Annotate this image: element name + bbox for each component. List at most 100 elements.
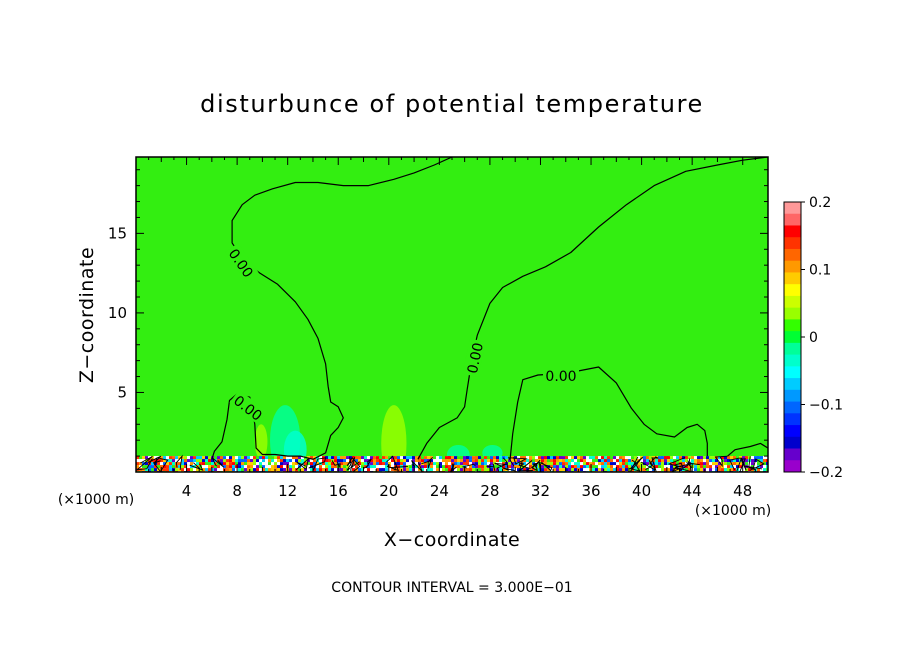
surface-noise-cell — [220, 456, 224, 460]
surface-noise-cell — [571, 456, 577, 460]
surface-noise-cell — [499, 468, 504, 472]
surface-noise-cell — [163, 468, 169, 472]
surface-noise-cell — [748, 462, 753, 466]
x-unit-left: (×1000 m) — [58, 492, 134, 508]
surface-noise-cell — [160, 462, 166, 466]
surface-noise-cell — [277, 468, 281, 472]
colorbar-tick-label: 0 — [809, 330, 818, 346]
surface-noise-cell — [493, 456, 498, 460]
surface-noise-cell — [259, 456, 264, 460]
surface-noise-cell — [352, 465, 357, 469]
surface-noise-cell — [577, 465, 581, 469]
surface-noise-cell — [145, 459, 149, 463]
surface-noise-cell — [301, 462, 307, 466]
surface-noise-cell — [343, 465, 347, 469]
surface-noise-cell — [616, 465, 620, 469]
surface-noise-cell — [301, 468, 305, 472]
colorbar-swatch — [784, 260, 801, 273]
surface-noise-cell — [658, 465, 664, 469]
surface-noise-cell — [520, 468, 524, 472]
surface-noise-cell — [763, 462, 768, 466]
surface-noise-cell — [466, 459, 470, 463]
surface-noise-cell — [331, 465, 336, 469]
surface-noise-cell — [244, 465, 250, 469]
surface-noise-cell — [205, 462, 210, 466]
surface-noise-cell — [214, 465, 219, 469]
colorbar-tick-label: −0.1 — [809, 398, 843, 414]
surface-noise-cell — [439, 468, 445, 472]
surface-noise-cell — [628, 468, 633, 472]
surface-noise-cell — [532, 468, 536, 472]
surface-noise-cell — [571, 459, 576, 463]
surface-noise-cell — [424, 465, 429, 469]
surface-noise-cell — [382, 462, 388, 466]
surface-noise-cell — [694, 465, 698, 469]
surface-noise-cell — [361, 462, 367, 466]
surface-noise-cell — [439, 456, 445, 460]
surface-noise-cell — [298, 468, 302, 472]
surface-noise-cell — [718, 459, 722, 463]
surface-noise-cell — [733, 465, 739, 469]
surface-noise-cell — [331, 462, 335, 466]
surface-noise-cell — [592, 468, 597, 472]
surface-noise-cell — [658, 456, 664, 460]
surface-noise-cell — [547, 459, 551, 463]
surface-noise-cell — [214, 462, 220, 466]
surface-noise-cell — [589, 459, 595, 463]
surface-noise-cell — [622, 465, 627, 469]
surface-noise-cell — [313, 462, 317, 466]
surface-noise-cell — [265, 459, 269, 463]
colorbar-swatch — [784, 319, 801, 332]
surface-noise-cell — [310, 456, 316, 460]
surface-noise-cell — [535, 465, 540, 469]
surface-noise-cell — [517, 468, 522, 472]
surface-noise-cell — [559, 456, 563, 460]
surface-noise-cell — [235, 468, 241, 472]
x-tick-label: 32 — [531, 482, 550, 500]
surface-noise-cell — [358, 468, 362, 472]
surface-noise-cell — [685, 459, 690, 463]
surface-noise-cell — [187, 456, 191, 460]
surface-noise-cell — [565, 462, 569, 466]
surface-noise-cell — [739, 462, 745, 466]
surface-noise-cell — [685, 468, 691, 472]
surface-noise-cell — [409, 459, 413, 463]
surface-noise-cell — [481, 462, 486, 466]
surface-noise-cell — [172, 465, 176, 469]
surface-noise-cell — [487, 456, 492, 460]
surface-noise-cell — [718, 456, 722, 460]
surface-noise-cell — [745, 459, 750, 463]
surface-noise-cell — [466, 462, 470, 466]
surface-noise-cell — [418, 459, 422, 463]
surface-noise-cell — [268, 459, 273, 463]
surface-noise-cell — [154, 468, 160, 472]
surface-noise-cell — [712, 456, 718, 460]
surface-noise-cell — [316, 465, 321, 469]
surface-noise-cell — [526, 468, 532, 472]
surface-noise-cell — [139, 462, 145, 466]
surface-noise-cell — [163, 459, 169, 463]
surface-noise-cell — [325, 465, 329, 469]
surface-noise-cell — [583, 468, 589, 472]
surface-noise-cell — [694, 459, 699, 463]
surface-noise-cell — [211, 465, 217, 469]
surface-noise-cell — [394, 459, 400, 463]
surface-noise-cell — [739, 465, 744, 469]
surface-noise-cell — [241, 459, 246, 463]
surface-noise-cell — [403, 468, 409, 472]
surface-noise-cell — [556, 456, 562, 460]
surface-noise-cell — [613, 456, 617, 460]
surface-noise-cell — [691, 468, 697, 472]
surface-noise-cell — [379, 468, 383, 472]
surface-noise-cell — [463, 456, 469, 460]
x-tick-label: 16 — [329, 482, 348, 500]
surface-noise-cell — [700, 465, 704, 469]
plot-background — [136, 157, 768, 472]
surface-noise-cell — [199, 465, 205, 469]
surface-noise-cell — [625, 465, 629, 469]
surface-noise-cell — [208, 459, 214, 463]
surface-noise-cell — [250, 459, 255, 463]
surface-noise-cell — [199, 456, 205, 460]
surface-noise-cell — [652, 459, 657, 463]
